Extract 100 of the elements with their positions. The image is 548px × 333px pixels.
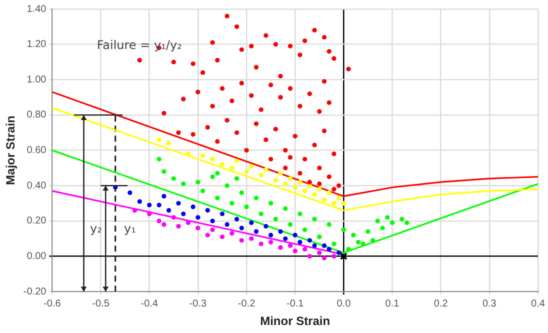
y-axis-title: Major Strain [4, 116, 18, 185]
x-tick-label: 0.2 [434, 298, 448, 310]
point [162, 194, 166, 199]
point [341, 227, 346, 232]
point [278, 229, 283, 234]
point [234, 216, 240, 222]
point [230, 231, 234, 236]
x-tick-label: -0.4 [140, 298, 158, 310]
point [249, 164, 254, 168]
x-tick-label: 0.1 [385, 298, 400, 310]
point [162, 222, 166, 227]
y-tick-label: 1.00 [26, 74, 47, 86]
point [128, 190, 132, 195]
point [196, 215, 200, 220]
x-axis-title: Minor Strain [260, 314, 330, 328]
point [210, 174, 215, 180]
point [249, 220, 254, 226]
point [239, 238, 244, 243]
point [162, 169, 166, 174]
point [205, 208, 210, 213]
point [230, 166, 234, 170]
point [292, 232, 298, 238]
point [244, 204, 249, 210]
point [264, 224, 268, 229]
point [230, 200, 234, 206]
point [190, 204, 196, 210]
annotation: Failure = y₁/y₂ [96, 38, 182, 52]
point [278, 245, 283, 250]
point [273, 178, 278, 183]
y-tick-label: 0.20 [26, 216, 47, 227]
point [346, 246, 351, 252]
point [244, 169, 249, 174]
point [234, 176, 240, 181]
y-tick-label: -0.20 [23, 286, 47, 298]
point [375, 218, 380, 224]
point [220, 212, 225, 216]
point [171, 215, 176, 220]
point [298, 180, 302, 184]
point [220, 234, 225, 240]
point [332, 242, 336, 246]
point [340, 252, 348, 260]
point [288, 176, 293, 181]
point [390, 220, 395, 226]
point [288, 243, 293, 248]
point [302, 188, 308, 194]
point [322, 243, 327, 248]
point [210, 218, 215, 224]
point [404, 220, 410, 226]
y-tick-label: 0.60 [26, 145, 47, 156]
point [196, 180, 200, 184]
x-tick-label: 0.0 [336, 298, 352, 310]
point [234, 158, 240, 164]
point [283, 182, 288, 186]
point [341, 200, 346, 206]
y-tick-label: 0.80 [26, 110, 47, 121]
point [312, 192, 317, 197]
point [332, 254, 336, 259]
point [249, 236, 254, 241]
point [385, 215, 390, 220]
point [156, 137, 162, 142]
point [302, 227, 308, 232]
point [215, 196, 220, 200]
point [220, 162, 225, 167]
point [317, 250, 322, 256]
point [292, 185, 298, 190]
point [186, 152, 191, 156]
y-tick-label: 0.00 [26, 251, 47, 262]
y-tick-label: 1.20 [26, 39, 47, 50]
point [254, 196, 259, 200]
point [200, 188, 206, 194]
point [332, 200, 336, 206]
point [258, 242, 264, 246]
point [171, 176, 176, 181]
x-tick-label: -0.3 [189, 298, 207, 310]
point [200, 153, 206, 158]
point [317, 234, 322, 240]
point [302, 246, 308, 252]
point [258, 172, 264, 178]
y-tick-label: 1.40 [26, 4, 47, 15]
point [312, 216, 317, 222]
point [326, 246, 332, 252]
point [336, 196, 342, 200]
point [181, 182, 186, 186]
point [181, 212, 186, 216]
point [254, 229, 259, 234]
point [166, 140, 172, 146]
point [322, 256, 327, 260]
point [283, 206, 288, 211]
point [264, 167, 268, 172]
x-tick-label: 0.3 [482, 298, 497, 310]
point [137, 199, 142, 204]
point [224, 222, 230, 227]
point [317, 186, 322, 192]
point [268, 232, 274, 238]
point [239, 226, 244, 230]
point [210, 227, 215, 232]
point [273, 216, 278, 222]
point [132, 208, 138, 213]
point [268, 240, 274, 244]
point [326, 222, 332, 227]
